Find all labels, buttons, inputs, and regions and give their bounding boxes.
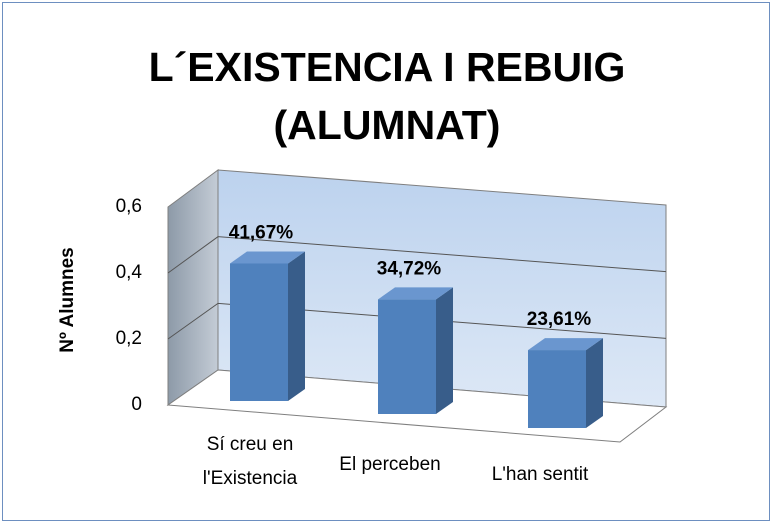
bar-side <box>586 338 603 428</box>
bar-top <box>230 251 305 264</box>
bar-top <box>378 287 453 300</box>
y-axis-label: Nº Alumnes <box>57 247 78 352</box>
x-tick-label: El perceben <box>339 454 441 475</box>
x-tick-label: Sí creu en l'Existencia <box>202 434 298 489</box>
value-label: 41,67% <box>229 223 294 244</box>
y-tick-label: 0,4 <box>116 262 143 283</box>
y-tick-label: 0 <box>131 394 142 415</box>
chart-title: L´EXISTENCIA I REBUIG (ALUMNAT) <box>148 44 626 148</box>
bar <box>230 263 288 401</box>
bar <box>378 299 436 414</box>
bar-top <box>528 338 603 351</box>
bar-side <box>436 287 453 414</box>
grid-line <box>167 302 667 340</box>
side-wall <box>167 169 219 406</box>
x-tick-label: L'han sentit <box>491 464 589 485</box>
grid-line <box>167 236 667 274</box>
y-tick-label: 0,2 <box>116 328 142 349</box>
value-label: 23,61% <box>527 309 592 330</box>
bar-side <box>288 251 305 401</box>
bar <box>528 350 586 428</box>
value-label: 34,72% <box>377 258 442 279</box>
y-tick-label: 0,6 <box>116 196 142 217</box>
